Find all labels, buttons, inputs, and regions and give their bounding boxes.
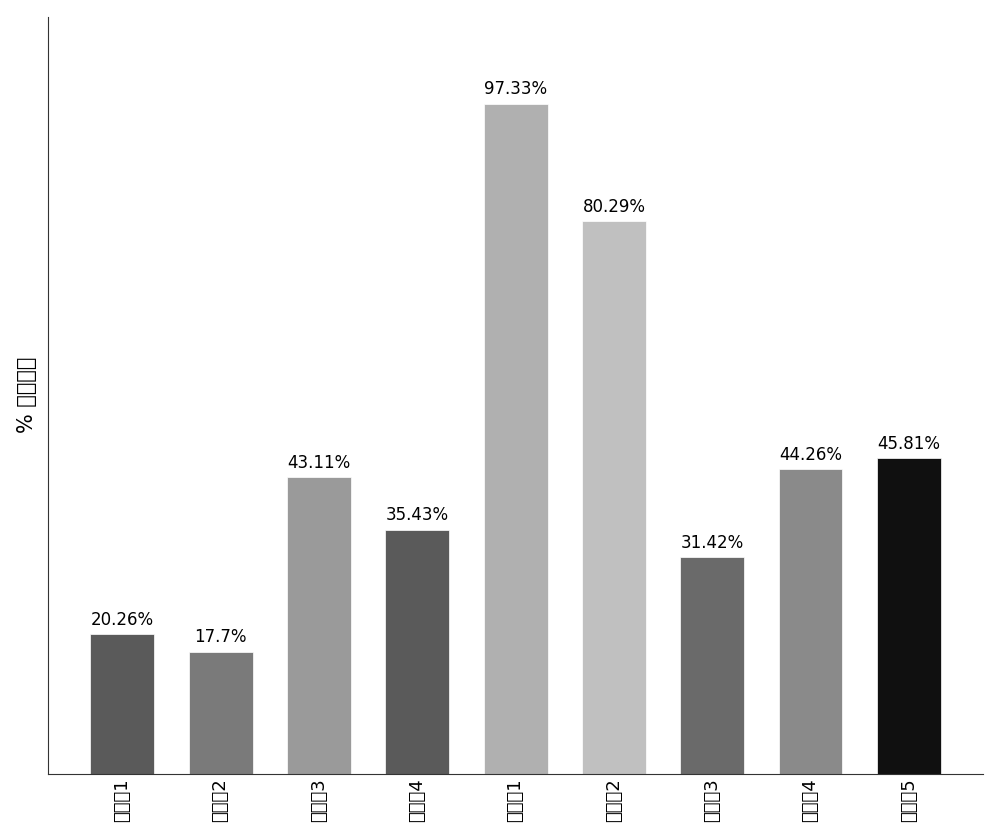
Text: 20.26%: 20.26% [91, 611, 154, 628]
Bar [877, 458, 941, 774]
Text: 44.26%: 44.26% [779, 446, 842, 464]
Bar [680, 557, 744, 774]
Bar [484, 104, 548, 774]
Y-axis label: % 祁去除率: % 祁去除率 [17, 357, 37, 434]
Bar [582, 221, 646, 774]
Text: 97.33%: 97.33% [484, 81, 547, 98]
Bar [385, 530, 449, 774]
Bar [287, 477, 351, 774]
Text: 45.81%: 45.81% [877, 435, 940, 453]
Bar [189, 652, 253, 774]
Text: 17.7%: 17.7% [194, 628, 247, 646]
Bar [90, 634, 154, 774]
Text: 31.42%: 31.42% [681, 534, 744, 552]
Text: 35.43%: 35.43% [386, 507, 449, 524]
Text: 80.29%: 80.29% [582, 198, 645, 216]
Bar [779, 469, 842, 774]
Text: 43.11%: 43.11% [287, 454, 351, 472]
